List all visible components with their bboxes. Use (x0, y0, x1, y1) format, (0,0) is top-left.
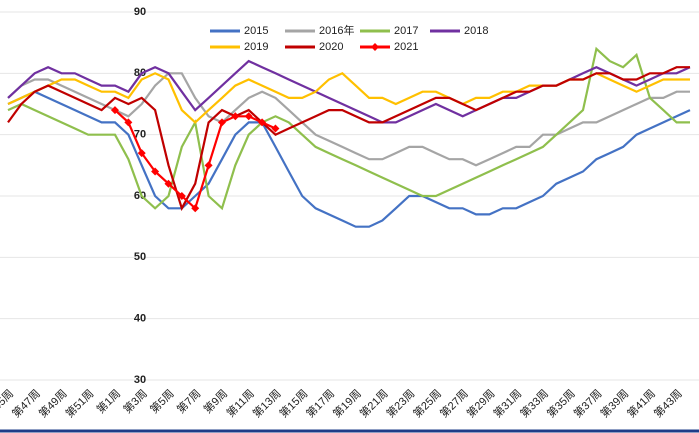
y-tick-label: 30 (134, 374, 146, 386)
x-tick-label: 第21周 (356, 386, 390, 420)
series-line (7, 59, 691, 124)
legend-label: 2017 (394, 25, 418, 37)
data-point (177, 192, 186, 200)
data-point (231, 112, 240, 121)
series-line (7, 71, 690, 124)
y-tick-label: 60 (134, 190, 146, 202)
x-tick-label: 第1周 (93, 386, 123, 416)
x-tick-label: 第39周 (597, 386, 631, 420)
x-tick-label: 第51周 (62, 386, 96, 420)
legend-label: 2016年 (319, 23, 354, 37)
series-line (7, 72, 690, 167)
data-point (124, 118, 133, 127)
x-tick-label: 第47周 (9, 386, 43, 420)
data-point (191, 204, 200, 213)
x-tick-label: 第7周 (174, 386, 204, 416)
x-tick-label: 第35周 (544, 386, 578, 420)
legend-label: 2015 (244, 25, 268, 37)
x-tick-label: 第19周 (330, 386, 364, 420)
x-tick-label: 第11周 (223, 386, 257, 420)
y-tick-label: 70 (134, 129, 146, 141)
x-tick-label: 第25周 (410, 386, 444, 420)
series-line (7, 66, 690, 212)
data-point (271, 124, 280, 133)
data-point (137, 149, 146, 158)
x-tick-label: 第31周 (490, 386, 524, 420)
legend-label: 2021 (394, 41, 418, 53)
y-tick-label: 90 (134, 6, 146, 18)
x-tick-label: 第17周 (303, 386, 337, 420)
data-point (151, 167, 160, 176)
legend-label: 2019 (244, 41, 268, 53)
y-tick-label: 40 (134, 313, 146, 325)
x-tick-label: 第49周 (36, 386, 70, 420)
x-tick-label: 第43周 (651, 386, 685, 420)
data-point (164, 179, 173, 188)
x-tick-label: 第5周 (147, 386, 177, 416)
legend-label: 2018 (464, 25, 488, 37)
legend-label: 2020 (319, 41, 343, 53)
x-tick-label: 第33周 (517, 386, 551, 420)
y-tick-label: 50 (134, 251, 146, 263)
x-tick-label: 第13周 (250, 386, 284, 420)
data-point (204, 161, 213, 170)
x-tick-label: 第29周 (463, 386, 497, 420)
data-point (110, 106, 119, 115)
x-tick-label: 第3周 (120, 386, 150, 416)
x-tick-label: 第41周 (624, 386, 658, 420)
data-point (244, 112, 253, 121)
x-tick-label: 第23周 (383, 386, 417, 420)
x-tick-label: 第27周 (437, 386, 471, 420)
series-line (7, 46, 690, 211)
data-point (258, 118, 267, 127)
series-line (7, 90, 691, 228)
x-tick-label: 第37周 (570, 386, 604, 420)
x-tick-label: 第15周 (276, 386, 310, 420)
legend-marker (371, 43, 379, 51)
y-tick-label: 80 (134, 67, 146, 79)
data-point (217, 118, 226, 127)
